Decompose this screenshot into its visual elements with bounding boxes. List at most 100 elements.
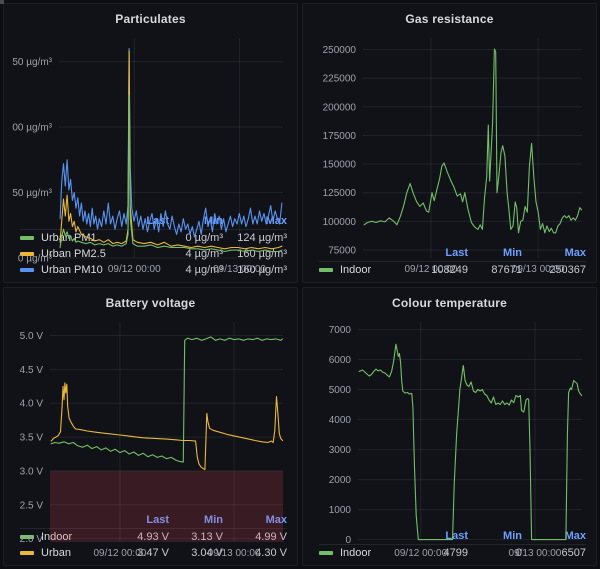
legend-rows: Indoor 4799 0 6507 xyxy=(319,544,586,561)
chart-battery-voltage[interactable]: 2.0 V 2.5 V 3.0 V 3.5 V 4.0 V 4.5 V 5.0 V 09/12… xyxy=(12,312,289,559)
series-color-swatch xyxy=(319,267,333,272)
legend-header-last[interactable]: Last xyxy=(445,246,468,259)
y-tick-label: 100000 xyxy=(323,217,357,228)
y-tick-label: 200000 xyxy=(323,102,357,113)
legend-value: 3.13 V xyxy=(169,531,223,543)
legend-header-max[interactable]: Max xyxy=(265,214,287,227)
panel-title-gas-resistance[interactable]: Gas resistance xyxy=(405,12,494,26)
series-color-swatch xyxy=(20,267,34,272)
series-label[interactable]: Indoor xyxy=(319,264,406,276)
x-tick-label: 09/12 00:00 xyxy=(93,548,146,559)
y-tick-label: 2.5 V xyxy=(20,500,44,511)
y-tick-label: 5.0 V xyxy=(20,331,44,342)
legend-header-max[interactable]: Max xyxy=(564,246,586,259)
y-tick-label: 5000 xyxy=(329,385,352,396)
series-line-urban-pm1 xyxy=(59,95,283,253)
chart-svg-battery-voltage[interactable]: 2.0 V 2.5 V 3.0 V 3.5 V 4.0 V 4.5 V 5.0 V 09/12… xyxy=(12,312,289,562)
series-label[interactable]: Urban PM10 xyxy=(20,264,107,276)
x-tick-label: 09/13 00:00 xyxy=(509,548,562,559)
x-tick-label: 09/12 00:00 xyxy=(394,548,447,559)
legend-header-row: Last Min Max xyxy=(319,246,586,261)
series-name: Urban PM2.5 xyxy=(41,247,106,260)
x-tick-label: 09/13 00:00 xyxy=(213,264,266,275)
series-line-urban xyxy=(50,381,284,470)
series-name: Indoor xyxy=(340,263,372,276)
panel-title-colour-temperature[interactable]: Colour temperature xyxy=(392,295,507,310)
legend-value: 4 µg/m³ xyxy=(185,247,223,260)
chart-svg-particulates[interactable]: 0 µg/m³ 50 µg/m³ 100 µg/m³ 150 µg/m³ 09/12 0… xyxy=(12,28,289,278)
series-label[interactable]: Indoor xyxy=(319,547,406,559)
y-tick-label: 3000 xyxy=(329,445,352,456)
legend-header-max[interactable]: Max xyxy=(223,514,287,526)
y-tick-label: 150 µg/m³ xyxy=(12,57,53,68)
y-tick-label: 100 µg/m³ xyxy=(12,123,53,134)
panel-title-battery-voltage[interactable]: Battery voltage xyxy=(105,295,196,310)
legend-value: 108249 xyxy=(431,263,468,276)
legend-value: 250367 xyxy=(549,263,586,276)
legend-value: 4.30 V xyxy=(255,547,287,559)
series-line-indoor xyxy=(50,335,284,463)
chart-colour-temperature[interactable]: 0 1000 2000 3000 4000 5000 6000 7000 09/12 00:00… xyxy=(311,312,588,559)
legend-row-indoor[interactable]: Indoor 108249 87671 250367 xyxy=(319,262,586,278)
y-tick-label: 2000 xyxy=(329,475,352,486)
legend-row-urban-pm10[interactable]: Urban PM10 4 µg/m³ 160 µg/m³ xyxy=(20,262,287,278)
y-tick-label: 3.0 V xyxy=(20,466,44,477)
legend-rows: Indoor 4.93 V3.13 V 4.99 V Urban 3.47 V 3.04 … xyxy=(20,528,287,561)
series-name: Indoor xyxy=(41,531,72,543)
legend-row-indoor[interactable]: Indoor 4.93 V3.13 V 4.99 V xyxy=(20,529,287,545)
legend-value: 3.47 V xyxy=(137,547,169,559)
y-tick-label: 1000 xyxy=(329,505,352,516)
chart-gas-resistance[interactable]: 75000 100000 125000 150000 175000 200000 22500… xyxy=(311,28,588,275)
legend-header-last[interactable]: Last xyxy=(107,514,169,526)
series-label[interactable]: Indoor xyxy=(20,531,107,543)
legend-row-urban[interactable]: Urban 3.47 V 3.04 V 4.30 V xyxy=(20,545,287,561)
legend-row-indoor[interactable]: Indoor 4799 0 6507 xyxy=(319,545,586,561)
legend-header-min[interactable]: Min xyxy=(503,530,522,542)
y-tick-label: 125000 xyxy=(323,188,357,199)
y-tick-label: 6000 xyxy=(329,355,352,366)
legend-value: 0 xyxy=(515,547,522,559)
chart-particulates[interactable]: 0 µg/m³ 50 µg/m³ 100 µg/m³ 150 µg/m³ 09/12 0… xyxy=(12,28,289,275)
legend-value: 3.04 V xyxy=(191,547,223,559)
series-color-swatch xyxy=(20,235,34,240)
y-tick-label: 4.5 V xyxy=(20,364,44,375)
series-name: Indoor xyxy=(340,547,372,559)
y-tick-label: 2.0 V xyxy=(20,534,44,545)
threshold-region xyxy=(50,470,283,542)
series-label[interactable]: Urban PM2.5 xyxy=(20,248,107,260)
y-tick-label: 0 xyxy=(345,535,351,546)
panel-gas-resistance: Gas resistance 75000 100000 125000 150000 17… xyxy=(302,3,597,283)
x-tick-label: 09/13 00:00 xyxy=(208,548,261,559)
x-tick-label: 09/12 00:00 xyxy=(404,264,457,275)
legend-value: 4.99 V xyxy=(255,531,287,543)
legend-header-min[interactable]: Min xyxy=(503,246,522,259)
legend-colour-temperature: Last Min Max Indoor 4799 0 6507 xyxy=(311,529,588,562)
chart-svg-colour-temperature[interactable]: 0 1000 2000 3000 4000 5000 6000 7000 09/12 00:00… xyxy=(311,312,588,562)
y-tick-label: 175000 xyxy=(323,131,357,142)
y-tick-label: 4.0 V xyxy=(20,398,44,409)
y-tick-label: 150000 xyxy=(323,160,357,171)
legend-header-min[interactable]: Min xyxy=(169,514,223,526)
legend-value: 124 µg/m³ xyxy=(237,231,287,244)
y-tick-label: 4000 xyxy=(329,415,352,426)
series-label[interactable]: Urban xyxy=(20,547,107,559)
x-tick-label: 09/13 00:00 xyxy=(512,264,565,275)
x-tick-label: 09/12 00:00 xyxy=(108,264,161,275)
legend-value: 4.93 V xyxy=(107,531,169,543)
legend-gas-resistance: Last Min Max Indoor 108249 87671 250367 xyxy=(311,246,588,279)
chart-svg-gas-resistance[interactable]: 75000 100000 125000 150000 175000 200000 22500… xyxy=(311,28,588,278)
legend-header-max[interactable]: Max xyxy=(564,530,586,542)
panel-battery-voltage: Battery voltage 2.0 V 2.5 V 3.0 V 3.5 V 4.0 … xyxy=(3,286,298,566)
legend-value: 4 µg/m³ xyxy=(185,263,223,276)
legend-value: 160 µg/m³ xyxy=(237,263,287,276)
legend-rows: Indoor 108249 87671 250367 xyxy=(319,260,586,278)
series-color-swatch xyxy=(20,551,34,555)
panel-title-particulates[interactable]: Particulates xyxy=(115,12,186,26)
y-tick-label: 50 µg/m³ xyxy=(12,188,52,199)
series-color-swatch xyxy=(319,551,333,555)
series-name: Urban xyxy=(41,547,71,559)
series-line-indoor xyxy=(363,48,583,234)
